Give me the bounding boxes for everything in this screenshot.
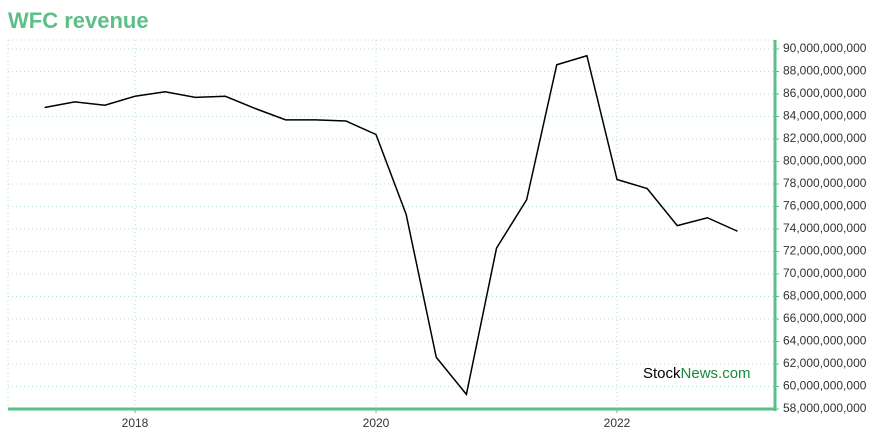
y-tick-label: 90,000,000,000	[783, 41, 867, 55]
watermark: StockNews.com	[643, 365, 751, 382]
y-tick-label: 58,000,000,000	[783, 401, 867, 415]
x-tick-label: 2022	[604, 416, 631, 430]
y-tick-label: 84,000,000,000	[783, 109, 867, 123]
y-tick-label: 82,000,000,000	[783, 131, 867, 145]
watermark-part: Stock	[643, 365, 681, 382]
y-tick-label: 72,000,000,000	[783, 244, 867, 258]
y-tick-label: 64,000,000,000	[783, 334, 867, 348]
y-tick-label: 62,000,000,000	[783, 356, 867, 370]
y-tick-label: 88,000,000,000	[783, 64, 867, 78]
y-tick-label: 86,000,000,000	[783, 86, 867, 100]
watermark-part: News.com	[681, 365, 751, 382]
y-tick-label: 78,000,000,000	[783, 176, 867, 190]
y-tick-label: 60,000,000,000	[783, 379, 867, 393]
x-tick-label: 2018	[122, 416, 149, 430]
y-tick-label: 74,000,000,000	[783, 221, 867, 235]
y-tick-label: 66,000,000,000	[783, 311, 867, 325]
x-tick-label: 2020	[363, 416, 390, 430]
series-line	[44, 54, 738, 397]
y-tick-label: 70,000,000,000	[783, 266, 867, 280]
chart-title: WFC revenue	[8, 8, 149, 33]
y-tick-label: 80,000,000,000	[783, 154, 867, 168]
y-tick-label: 76,000,000,000	[783, 199, 867, 213]
y-tick-label: 68,000,000,000	[783, 289, 867, 303]
